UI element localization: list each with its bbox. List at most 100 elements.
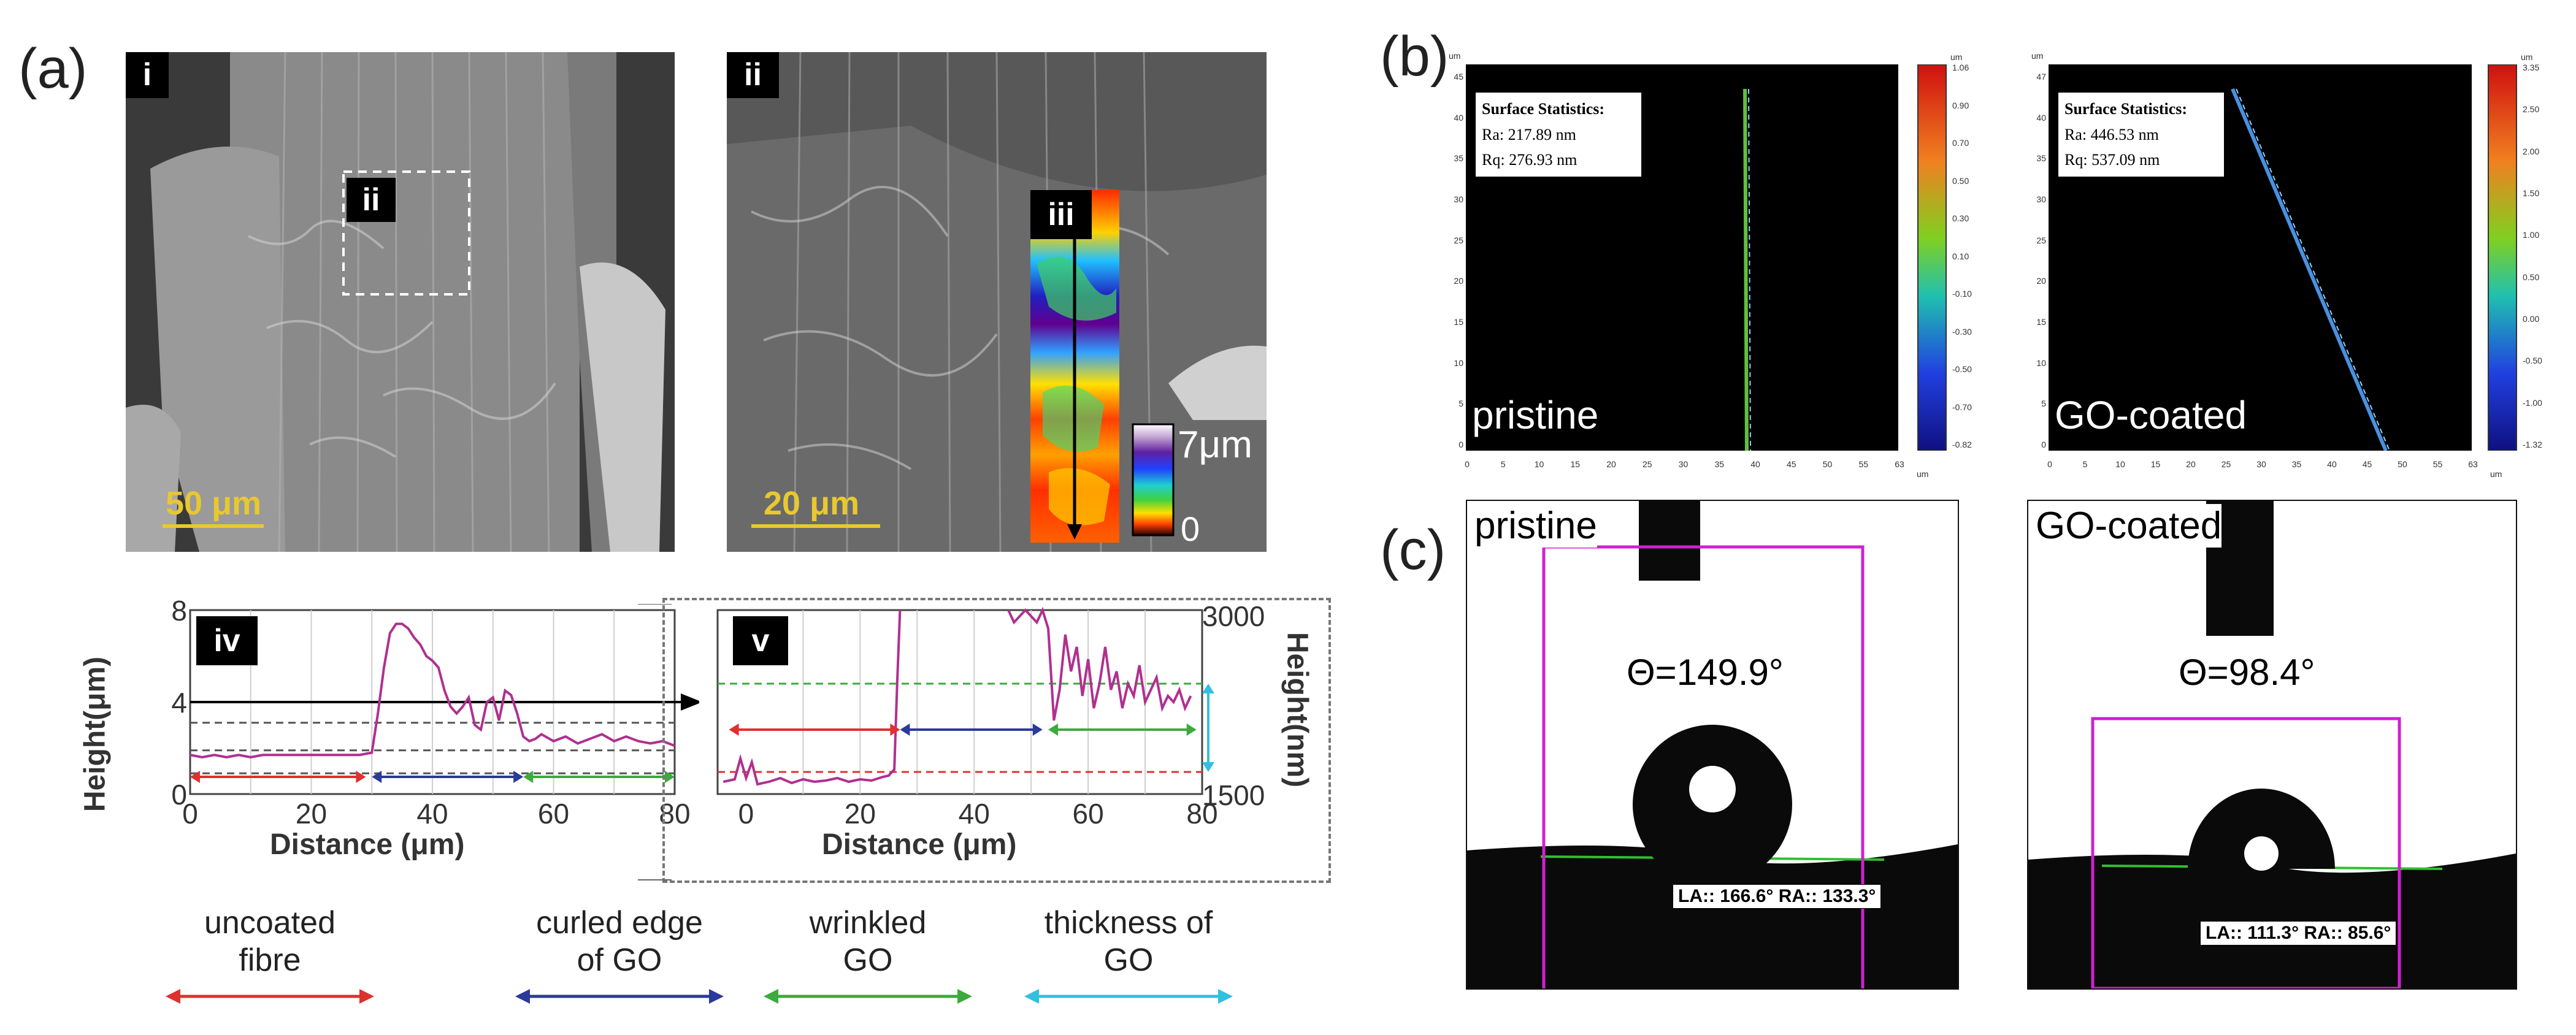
left-right-angle-readout: LA:: 111.3° RA:: 85.6°	[2200, 921, 2397, 945]
afm-colorbar-tick: -0.82	[1952, 440, 1972, 449]
sem-inset-tag-ii: ii	[347, 178, 396, 222]
legend-arrow	[1024, 989, 1233, 1004]
afm-y-tick: 25	[2036, 235, 2046, 245]
colorbar-gradient	[2488, 64, 2517, 451]
range-arrowhead	[1048, 724, 1059, 736]
afm-x-unit: um	[2490, 469, 2502, 479]
legend-arrowhead	[359, 989, 374, 1004]
legend-arrow	[166, 989, 374, 1004]
contact-angle-image: GO-coated Θ=98.4° LA:: 111.3° RA:: 85.6°	[2027, 500, 2517, 990]
sem-texture	[126, 52, 675, 552]
left-right-angle-readout: LA:: 166.6° RA:: 133.3°	[1673, 884, 1882, 909]
afm-x-tick: 45	[1786, 459, 1796, 469]
zoom-guide-lines	[638, 604, 672, 880]
afm-colorbar-tick: 0.10	[1952, 251, 1969, 261]
afm-x-tick: 55	[1858, 459, 1869, 469]
afm-x-tick: 35	[2291, 459, 2302, 469]
x-tick-label: 0	[738, 798, 754, 830]
reference-arrow-head	[681, 693, 699, 711]
afm-y-tick: 35	[1454, 153, 1463, 164]
legend-arrowhead	[1218, 989, 1233, 1004]
legend-arrow	[515, 989, 724, 1004]
legend-label: wrinkled GO	[764, 904, 972, 980]
afm-x-tick: 45	[2362, 459, 2372, 469]
afm-colorbar-tick: 0.00	[2523, 314, 2540, 324]
afm-y-unit: um	[1449, 51, 1461, 61]
colorbar-min-label: 0	[1181, 510, 1200, 548]
afm-colorbar-tick: -1.00	[2523, 397, 2542, 408]
afm-colorbar	[1917, 64, 1947, 451]
range-arrowhead	[1202, 684, 1214, 693]
scale-bar-i	[163, 524, 264, 528]
x-tick-label: 80	[1186, 798, 1218, 830]
height-map-strip	[1030, 190, 1119, 543]
afm-colorbar-tick: -0.30	[1952, 326, 1972, 337]
afm-colorbar-tick: -0.50	[2523, 356, 2542, 366]
legend-arrowhead	[166, 989, 180, 1004]
syringe-needle	[1639, 501, 1700, 581]
afm-image: Surface Statistics: Ra: 217.89 nm Rq: 276.…	[1466, 64, 1898, 451]
afm-x-tick: 30	[2256, 459, 2266, 469]
afm-y-tick: 5	[2041, 399, 2046, 409]
fibre-edge-line	[1743, 88, 1749, 451]
sem-texture-ii	[727, 52, 1267, 552]
contact-angle-image: pristine Θ=149.9° LA:: 166.6° RA:: 133.3°	[1466, 500, 1959, 990]
afm-y-tick: 40	[2036, 112, 2046, 123]
y-tick-label: 8	[171, 595, 187, 627]
afm-y-tick: 10	[1454, 357, 1463, 368]
afm-x-tick: 63	[2468, 459, 2478, 469]
surface-statistics-box: Surface Statistics: Ra: 446.53 nm Rq: 537.…	[2058, 92, 2225, 177]
afm-x-tick: 5	[2082, 459, 2088, 469]
fibre-edge-line	[1748, 88, 1751, 451]
afm-colorbar-tick: 1.50	[2523, 188, 2540, 198]
afm-y-tick: 25	[1454, 235, 1463, 245]
stats-title: Surface Statistics:	[1482, 100, 1605, 118]
afm-y-tick: 35	[2036, 153, 2046, 164]
afm-colorbar	[2488, 64, 2517, 451]
legend-label-line: thickness of	[1044, 905, 1213, 941]
x-tick-label: 40	[958, 798, 990, 830]
x-axis-title: Distance (μm)	[270, 828, 465, 861]
y-tick-label: 4	[171, 687, 187, 719]
droplet-highlight	[2244, 836, 2279, 871]
afm-y-tick: 10	[2036, 357, 2046, 368]
chart-iv	[189, 609, 699, 795]
afm-colorbar-tick: -0.70	[1952, 402, 1972, 412]
afm-colorbar-tick: 0.90	[1952, 100, 1969, 110]
legend-label-line: fibre	[239, 942, 301, 979]
y-tick-label: 3000	[1202, 600, 1265, 632]
afm-fibre-trace	[2231, 88, 2390, 451]
range-arrowhead	[356, 771, 366, 783]
afm-x-tick: 35	[1714, 459, 1725, 469]
legend-label-line: wrinkled	[809, 905, 927, 941]
legend-arrowhead	[709, 989, 724, 1004]
afm-y-tick: 5	[1459, 399, 1463, 409]
afm-x-tick: 50	[2398, 459, 2407, 469]
x-tick-label: 20	[295, 798, 328, 830]
legend-label-line: curled edge	[536, 905, 703, 941]
afm-colorbar-unit: um	[2521, 52, 2533, 62]
range-arrowhead	[372, 771, 382, 783]
chart-v-tag: v	[733, 616, 788, 665]
sem-image-ii: ii iii 7μm 0 20 μm	[727, 52, 1267, 552]
chart-iv-tag: iv	[196, 616, 258, 665]
y-axis-title: Height(nm)	[1281, 632, 1314, 788]
legend-arrowhead	[957, 989, 972, 1004]
droplet-highlight	[1689, 766, 1736, 812]
panel-label-a: (a)	[18, 37, 88, 100]
legend-arrowhead	[764, 989, 778, 1004]
droplet-sample-label: pristine	[1474, 504, 1597, 548]
legend-label: thickness of GO	[1024, 904, 1233, 980]
afm-colorbar-unit: um	[1950, 52, 1963, 62]
afm-colorbar-tick: 1.06	[1952, 63, 1969, 72]
fibre-edge-line	[2231, 88, 2388, 451]
afm-sample-label: pristine	[1472, 393, 1599, 437]
scale-bar-ii	[751, 524, 880, 528]
range-arrowhead	[1032, 724, 1043, 736]
afm-y-tick: 30	[1454, 194, 1463, 204]
series-line	[723, 609, 902, 786]
legend-label: curled edge of GO	[515, 904, 724, 980]
droplet	[2188, 789, 2335, 869]
colorbar-max-label: 7μm	[1178, 424, 1252, 466]
sem-image-i: i ii 50 μm	[126, 52, 675, 552]
